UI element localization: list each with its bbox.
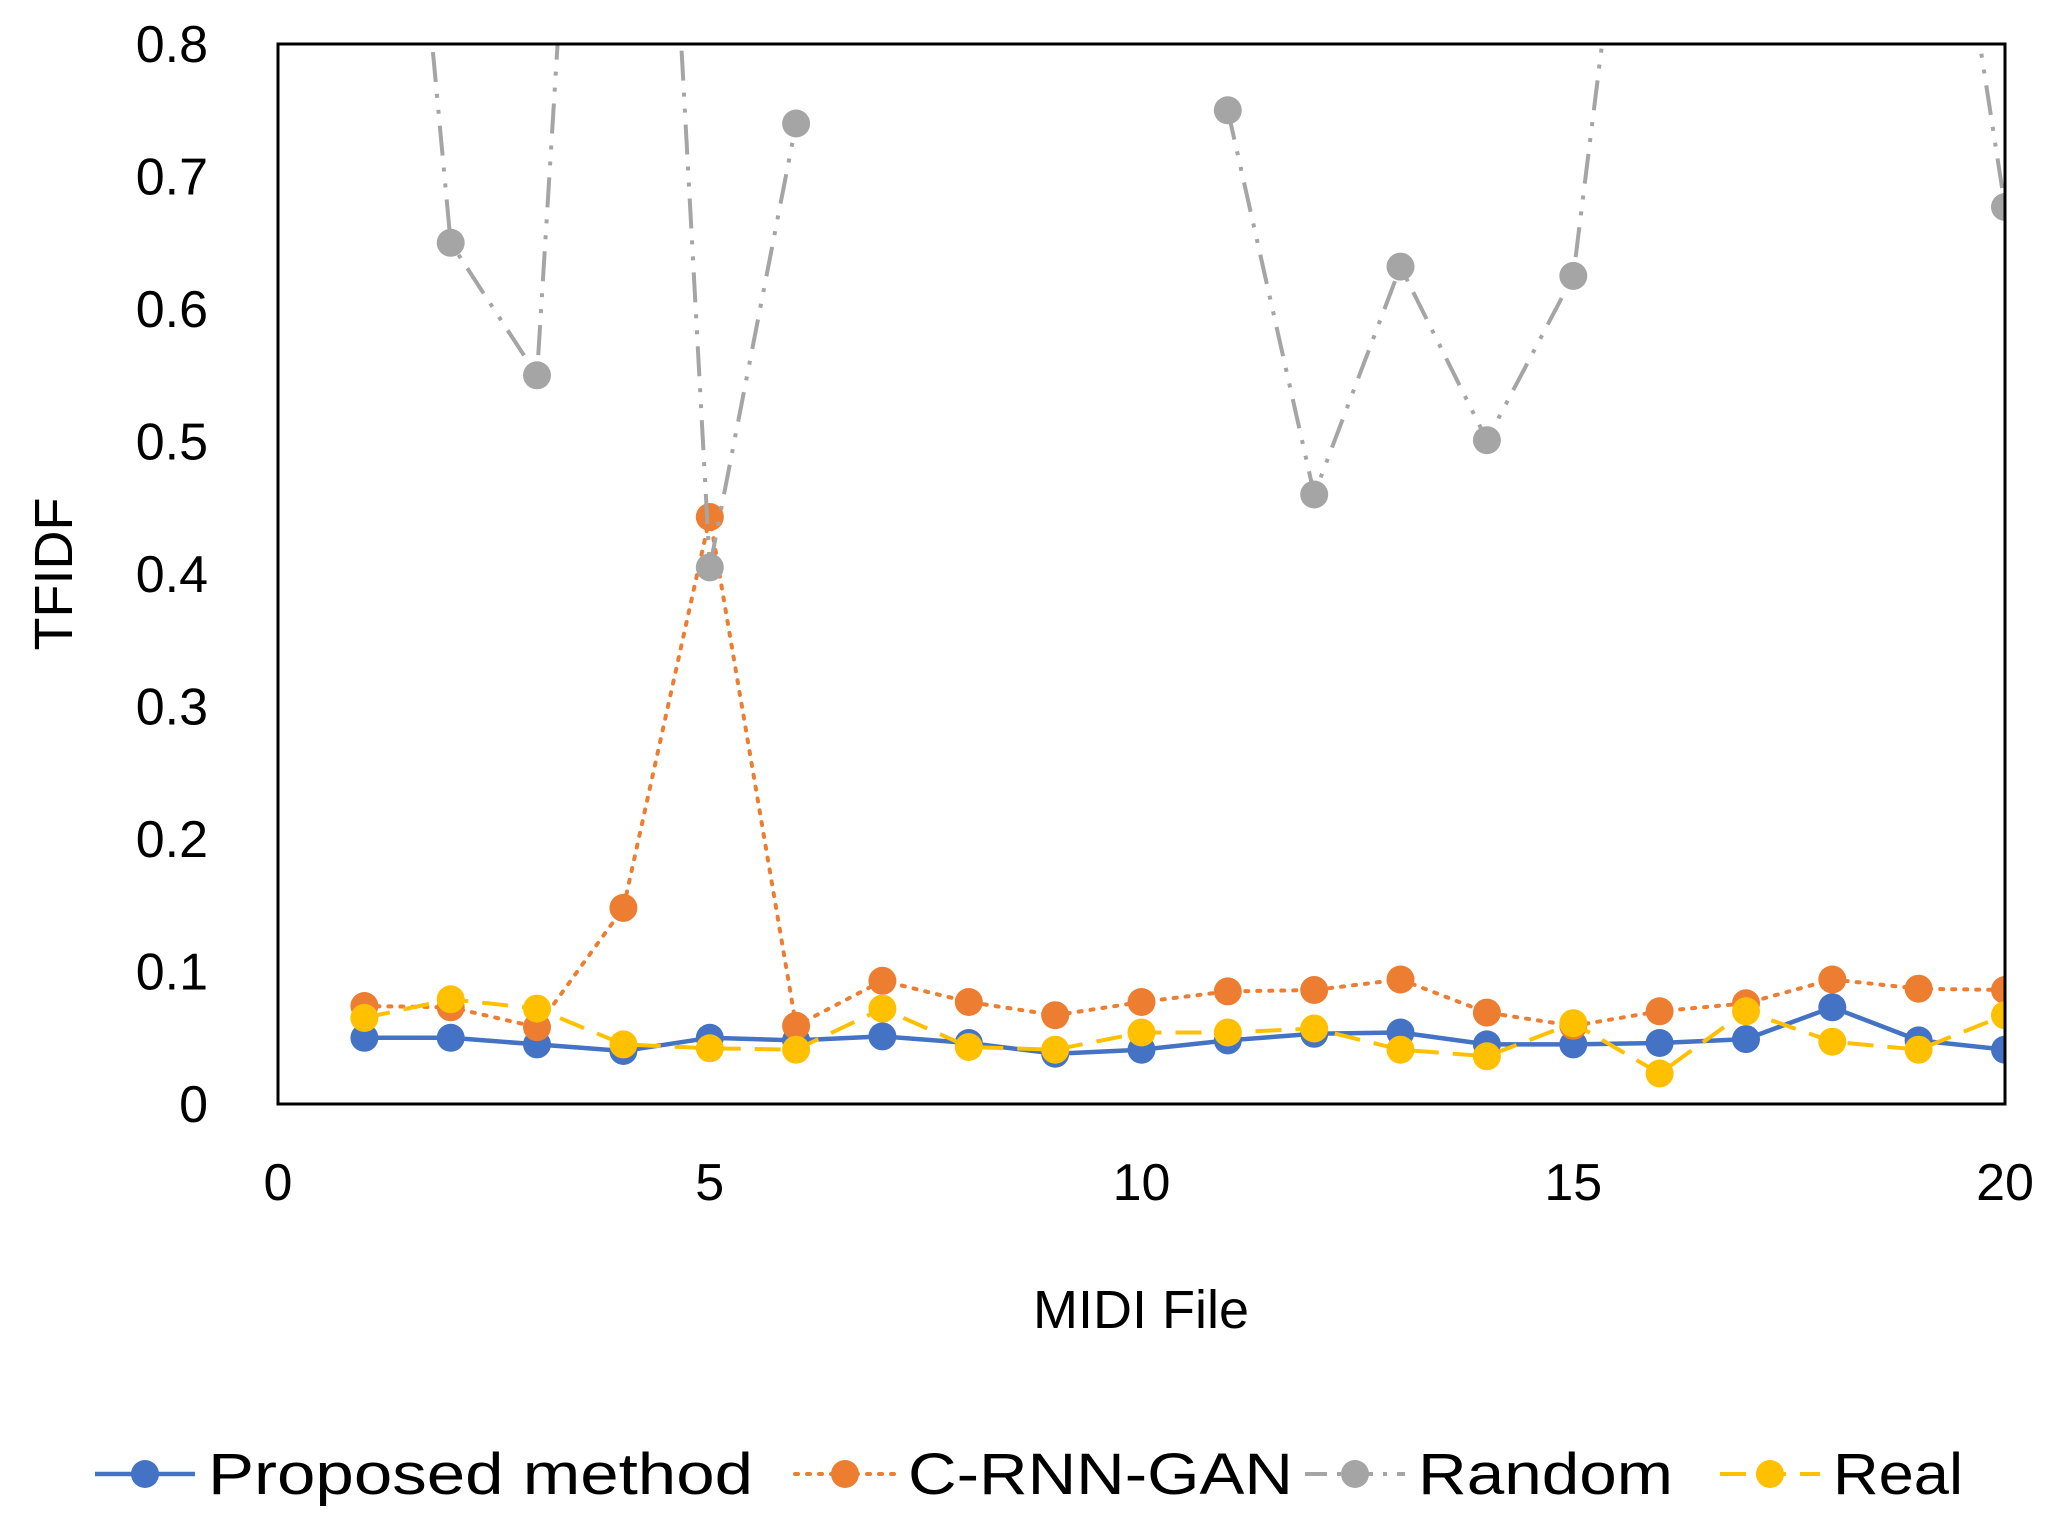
series-line [430,44,799,570]
x-tick-label: 10 [1113,1154,1171,1212]
x-tick-label: 20 [1976,1154,2034,1212]
data-point [782,1011,811,1040]
data-point [1904,974,1933,1003]
y-tick-label: 0.6 [136,281,208,339]
data-point [350,1023,379,1052]
data-point [1386,252,1415,281]
legend-marker [831,1460,859,1488]
data-point [954,988,983,1016]
legend-item: Proposed method [95,1442,753,1507]
legend-item: Random [1305,1442,1673,1507]
data-point [1645,1029,1674,1057]
data-point [609,1030,638,1059]
y-tick-label: 0 [179,1076,208,1134]
x-tick-label: 5 [695,1154,724,1212]
legend-label: Proposed method [208,1442,753,1507]
data-point [1732,997,1760,1026]
data-point [1732,1025,1760,1054]
legend-label: Random [1418,1442,1673,1507]
data-point [1991,1001,2005,1030]
series-line [1977,44,2005,208]
data-point [609,893,638,922]
data-point [868,994,897,1023]
data-point [1127,1018,1156,1047]
data-point [1645,1059,1674,1088]
x-axis-title: MIDI File [1033,1280,1249,1340]
data-point [436,1023,465,1052]
data-point [436,985,465,1014]
y-tick-label: 0.3 [136,679,208,737]
data-point [782,1035,811,1064]
data-point [1386,965,1415,994]
data-point [1991,193,2005,221]
data-point [1818,1027,1847,1056]
data-point [1300,976,1329,1004]
y-tick-label: 0.7 [136,149,208,207]
series-line [1225,44,1605,497]
data-point [1991,1035,2005,1064]
data-point [1213,977,1242,1006]
data-point [868,966,897,995]
y-tick-label: 0.2 [136,811,208,869]
data-point [1041,1001,1070,1030]
series-line [362,515,2005,1030]
data-point [1041,1035,1070,1064]
y-tick-label: 0.1 [136,944,208,1002]
data-point [436,228,465,257]
y-tick-label: 0.5 [136,414,208,472]
data-point [1559,261,1588,290]
data-point [1472,1042,1501,1071]
plot-area-border [276,42,2007,1106]
data-point [1818,993,1847,1022]
data-point [695,1034,724,1063]
data-point [1904,1035,1933,1064]
series-random [430,44,2005,582]
data-point [1559,1009,1588,1038]
data-point [1213,96,1242,125]
axes-layer: 0 0.1 0.2 0.3 0.4 0.5 0.6 0.7 0.8 0 5 10 15 20 [136,16,2034,1212]
data-point [954,1033,983,1061]
data-point [523,994,551,1023]
data-point [350,1003,379,1032]
legend: Proposed method C-RNN-GAN Random Real [95,1442,1963,1507]
data-point [1300,1014,1329,1043]
series-line [364,1005,2005,1056]
data-point [1645,997,1674,1026]
legend-marker [1341,1460,1369,1488]
legend-marker [131,1460,159,1488]
x-tick-label: 0 [264,1154,293,1212]
data-point [695,553,724,582]
data-point [1300,480,1329,509]
data-point [1472,998,1501,1027]
data-point [523,361,551,390]
data-point [1991,976,2005,1004]
data-point [782,109,811,138]
series-real [350,985,2005,1088]
legend-item: C-RNN-GAN [793,1442,1293,1507]
data-point [1472,426,1501,455]
y-axis-title: TFIDF [24,498,84,651]
data-point [1213,1018,1242,1047]
series-line [363,997,2005,1076]
y-tick-label: 0.8 [136,16,208,74]
data-point [868,1022,897,1051]
data-point [1818,965,1847,994]
data-point [1386,1035,1415,1064]
legend-item: Real [1720,1442,1963,1507]
legend-marker [1756,1460,1784,1488]
x-tick-label: 15 [1544,1154,1602,1212]
series-c-rnn-gan [350,503,2005,1042]
y-tick-label: 0.4 [136,546,208,604]
legend-label: Real [1833,1442,1963,1507]
legend-label: C-RNN-GAN [908,1442,1293,1507]
data-point [1127,988,1156,1016]
series-layer [350,44,2005,1088]
